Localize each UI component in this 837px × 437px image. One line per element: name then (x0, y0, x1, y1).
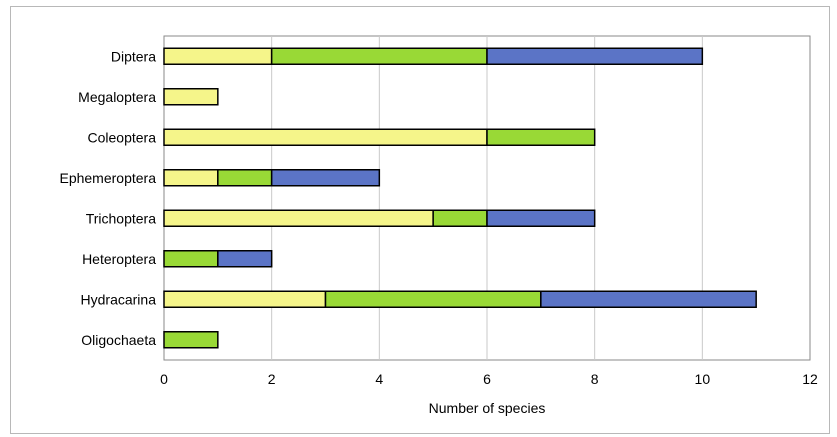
x-axis-title: Number of species (429, 400, 546, 416)
x-tick-label-2: 4 (375, 371, 383, 387)
bars (163, 47, 757, 349)
bar-segment-4-1 (432, 209, 488, 227)
bar-segment-0-1 (270, 47, 488, 65)
stacked-bar-chart: Diptera Megaloptera Coleoptera Ephemeropter… (59, 35, 818, 416)
bar-segment-4-2 (486, 209, 596, 227)
category-label-4: Trichoptera (86, 210, 157, 226)
bar-segment-6-0 (163, 290, 327, 308)
bar-segment-0-0 (163, 47, 273, 65)
category-label-6: Hydracarina (81, 291, 157, 307)
category-label-7: Oligochaeta (81, 332, 156, 348)
category-label-3: Ephemeroptera (59, 170, 156, 186)
bar-segment-6-2 (540, 290, 757, 308)
category-label-1: Megaloptera (78, 89, 156, 105)
bar-segment-0-2 (486, 47, 704, 65)
bar-segment-3-1 (217, 169, 273, 187)
category-label-2: Coleoptera (88, 129, 157, 145)
chart-frame: Diptera Megaloptera Coleoptera Ephemeropter… (10, 6, 830, 434)
x-tick-label-5: 10 (695, 371, 711, 387)
bar-segment-5-1 (163, 250, 219, 268)
bar-segment-3-0 (163, 169, 219, 187)
x-tick-label-1: 2 (268, 371, 276, 387)
bar-segment-6-1 (324, 290, 542, 308)
bar-segment-2-1 (486, 128, 596, 146)
category-labels: Diptera Megaloptera Coleoptera Ephemeropter… (59, 48, 156, 348)
x-tick-label-0: 0 (160, 371, 168, 387)
category-label-0: Diptera (111, 48, 156, 64)
bar-segment-4-0 (163, 209, 434, 227)
x-tick-label-3: 6 (483, 371, 491, 387)
bar-segment-2-0 (163, 128, 488, 146)
bar-segment-1-0 (163, 88, 219, 106)
x-tick-labels: 0 2 4 6 8 10 12 (160, 371, 818, 387)
x-tick-label-6: 12 (802, 371, 818, 387)
x-tick-label-4: 8 (591, 371, 599, 387)
bar-segment-3-2 (270, 169, 381, 187)
bar-segment-7-1 (163, 331, 219, 349)
category-label-5: Heteroptera (82, 251, 156, 267)
bar-segment-5-2 (217, 250, 273, 268)
